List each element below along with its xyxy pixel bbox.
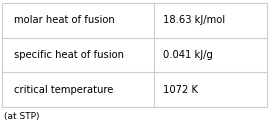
- Text: 18.63 kJ/mol: 18.63 kJ/mol: [163, 15, 225, 25]
- Text: specific heat of fusion: specific heat of fusion: [14, 50, 124, 60]
- Text: 1072 K: 1072 K: [163, 85, 198, 95]
- Text: molar heat of fusion: molar heat of fusion: [14, 15, 115, 25]
- Bar: [2, 3, 267, 107]
- Text: critical temperature: critical temperature: [14, 85, 114, 95]
- Text: (at STP): (at STP): [4, 112, 40, 121]
- Text: 0.041 kJ/g: 0.041 kJ/g: [163, 50, 213, 60]
